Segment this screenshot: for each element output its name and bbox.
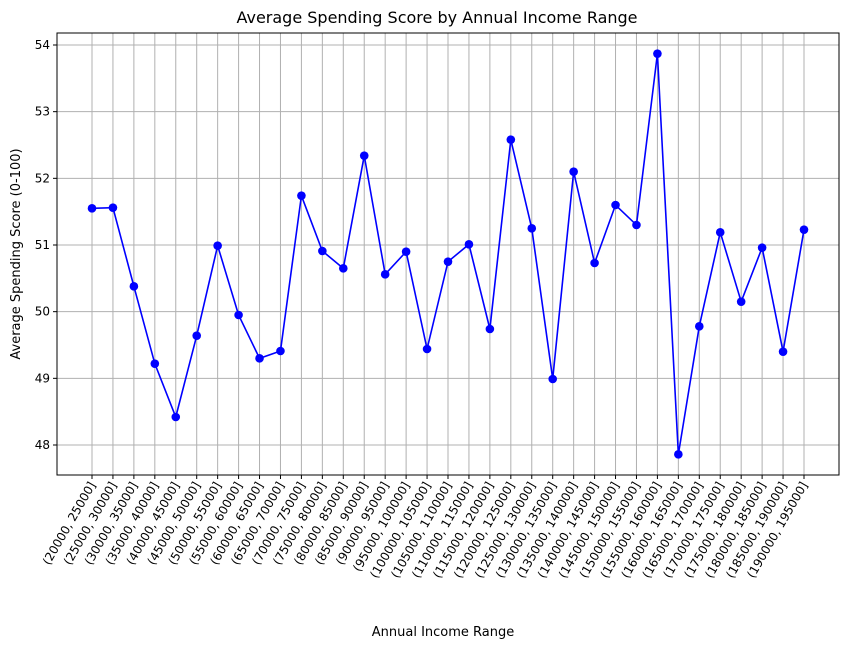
data-point [611,200,620,210]
data-point [548,374,558,384]
data-point [318,246,327,256]
data-point [380,270,390,279]
data-point [192,331,202,340]
data-point [150,359,160,368]
y-tick-label: 52 [35,171,50,185]
data-point [799,225,809,234]
grid [57,33,839,475]
data-point [736,297,746,306]
data-point [527,224,537,233]
data-point [653,49,662,58]
data-point [401,247,411,256]
data-point [464,240,474,249]
data-point [443,257,453,266]
data-point [108,203,118,212]
data-point [213,241,222,250]
y-axis-label: Average Spending Score (0-100) [9,148,24,359]
y-tick-label: 48 [35,438,50,452]
data-point [590,258,599,268]
series-spending-score [87,49,809,459]
data-point [129,282,139,291]
data-point [338,264,348,273]
data-point [255,354,264,363]
data-point [359,151,369,160]
data-point [87,204,97,213]
chart-title: Average Spending Score by Annual Income … [236,8,637,27]
data-point [485,324,495,334]
data-point [757,243,767,252]
data-point [694,322,704,331]
data-point [569,167,578,176]
data-point [297,191,306,200]
x-axis-label: Annual Income Range [372,625,515,640]
data-point [674,450,683,459]
data-point [276,346,285,356]
data-point [506,135,516,144]
data-point [422,344,432,354]
y-tick-label: 49 [35,371,50,385]
data-point [715,228,725,237]
y-tick-label: 54 [35,38,50,52]
data-point [778,347,788,356]
data-point [171,412,181,422]
y-tick-label: 51 [35,238,50,252]
data-point [234,310,243,320]
y-tick-label: 50 [35,305,50,319]
y-tick-label: 53 [35,105,50,119]
data-point [632,220,641,230]
